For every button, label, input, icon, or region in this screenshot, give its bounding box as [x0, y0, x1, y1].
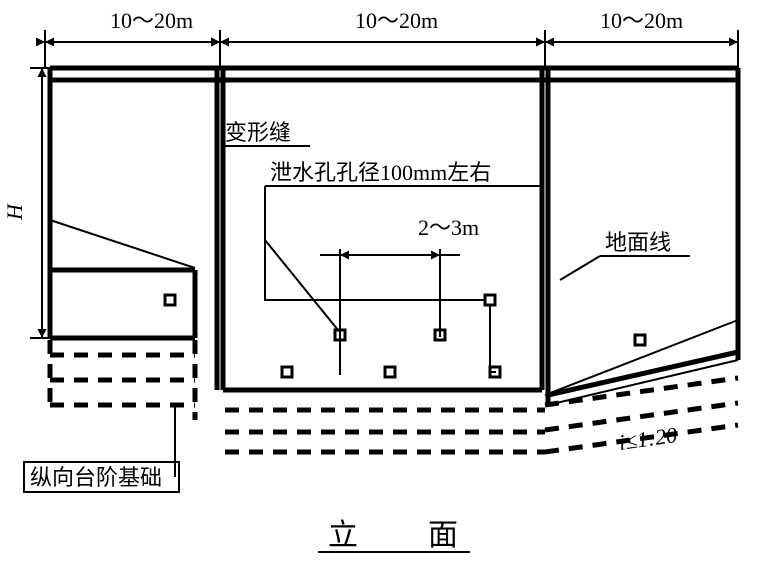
diagram-title: 立 面: [328, 519, 478, 552]
slope-label: i≤1:20: [617, 422, 678, 455]
h-label: H: [2, 203, 27, 221]
drain-hole: [485, 295, 495, 305]
span-label: 10～20m: [355, 8, 438, 33]
spacing-label: 2～3m: [418, 215, 479, 240]
drain-hole: [282, 367, 292, 377]
ground-line-label: 地面线: [605, 230, 671, 255]
drain-hole: [165, 295, 175, 305]
elevation-diagram: 10～20m 10～20m 10～20m H 2～3m 变形缝泄水孔孔径100mm左右地面…: [0, 0, 760, 570]
step-foundation-label: 纵向台阶基础: [30, 465, 162, 490]
drain-hole: [635, 335, 645, 345]
span-label: 10～20m: [110, 8, 193, 33]
span-label: 10～20m: [600, 8, 683, 33]
drain-hole: [385, 367, 395, 377]
expansion-joint-label: 变形缝: [225, 120, 291, 145]
drain-hole-label: 泄水孔孔径100mm左右: [270, 160, 491, 185]
